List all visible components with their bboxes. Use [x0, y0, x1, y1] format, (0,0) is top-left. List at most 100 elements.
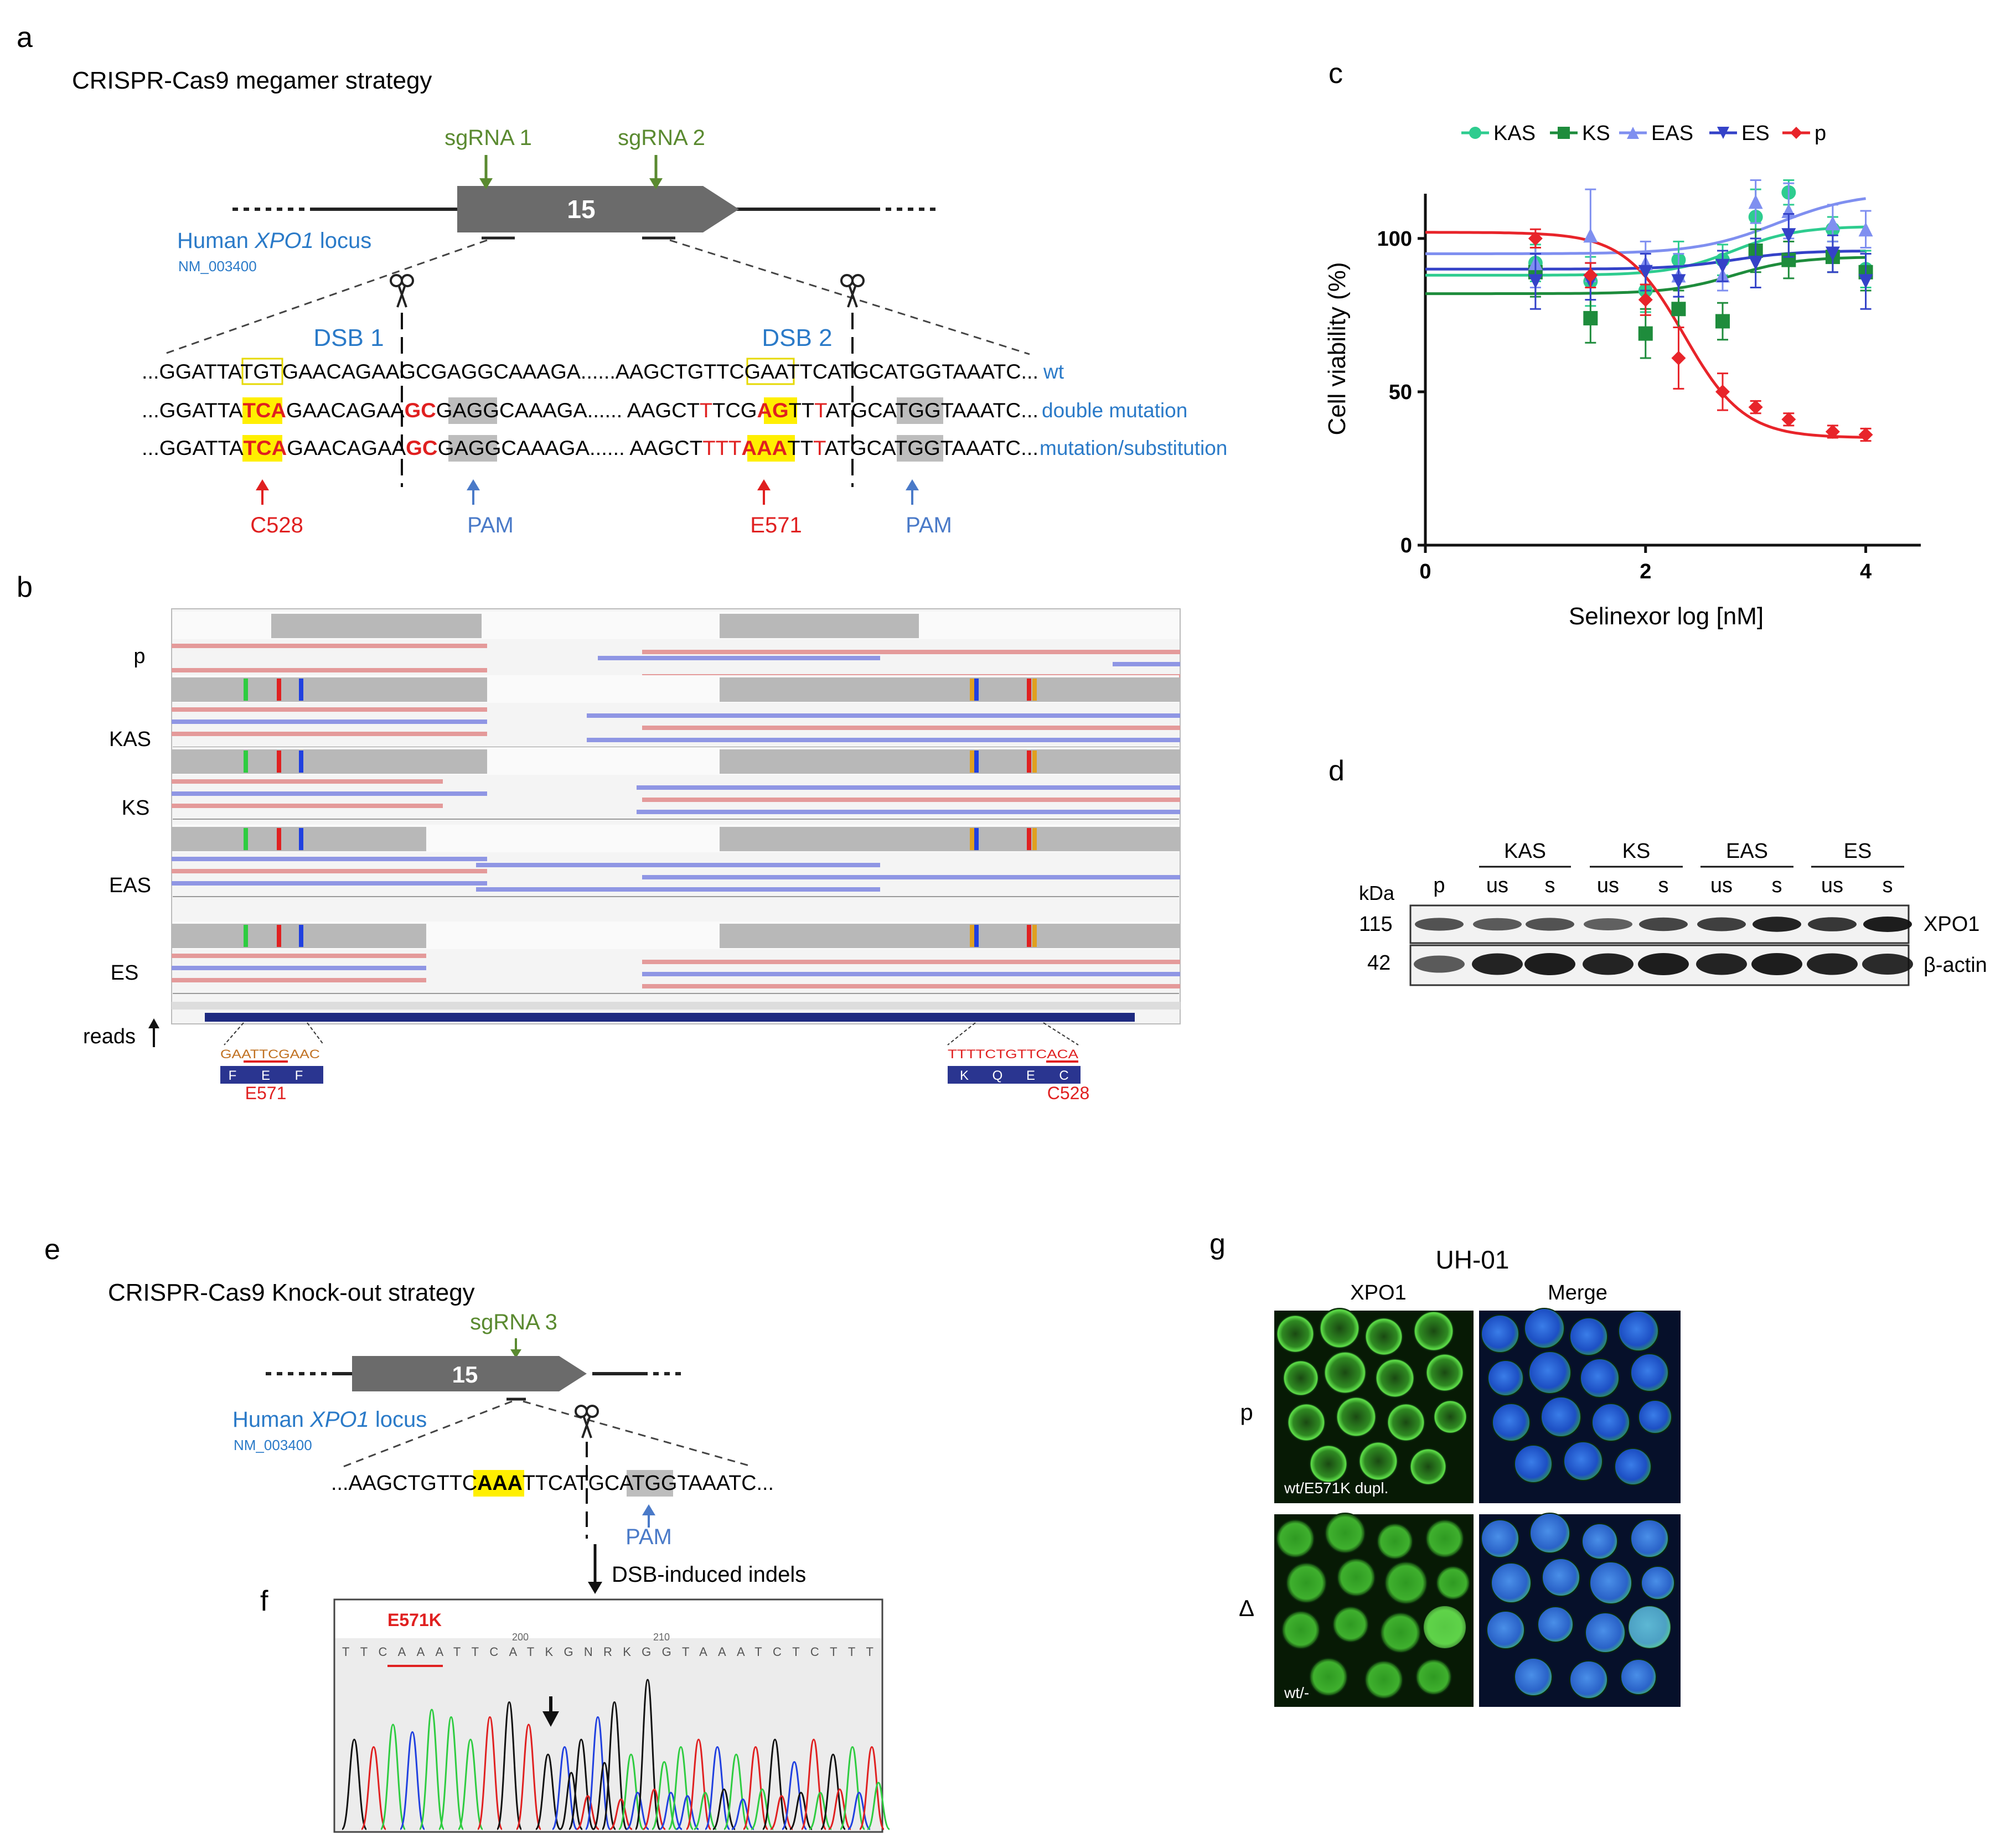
- legend-marker-ES: [1717, 127, 1729, 139]
- cell-xpo1-p: [1287, 1403, 1326, 1442]
- cell-xpo1-p: [1283, 1360, 1319, 1396]
- panel-g: UH-01 XPO1 Merge p Δ wt/E571K dupl. wt/-: [1239, 1245, 1681, 1707]
- up-arrow-icon: [757, 479, 771, 490]
- data-point-p: [1583, 268, 1598, 283]
- band-label-xpo1: XPO1: [1924, 913, 1979, 936]
- lane-label: us: [1597, 874, 1619, 897]
- row-label-double: double mutation: [1042, 399, 1187, 422]
- cell-merge-p: [1528, 1351, 1572, 1394]
- mutation-highlight: [242, 435, 282, 462]
- trace-peak: [457, 1738, 484, 1830]
- read-bar: [642, 984, 1180, 988]
- panel-b: p KAS KS EAS ES reads GAATTCGAAC F E F E…: [83, 608, 1181, 1103]
- group-label: ES: [1844, 840, 1872, 863]
- right-aa-2: Q: [993, 1068, 1003, 1083]
- data-point-p: [1781, 412, 1796, 427]
- variant-mark: [974, 679, 979, 701]
- base-calls: TTCAAATTCATKGNRKGGTAAATCTCTTT: [342, 1645, 873, 1659]
- cell-xpo1-p: [1324, 1351, 1367, 1394]
- data-point-KS: [1583, 310, 1598, 325]
- dsb2-label: DSB 2: [762, 324, 832, 351]
- cell-xpo1-delta: [1309, 1658, 1348, 1696]
- group-label: EAS: [1726, 840, 1768, 863]
- pam-label: PAM: [467, 513, 514, 537]
- panel-letter-d: d: [1329, 755, 1345, 787]
- exon-15-box-e: [352, 1356, 587, 1391]
- panel-e-title: CRISPR-Cas9 Knock-out strategy: [108, 1279, 475, 1306]
- trace-peak-secondary: [770, 1795, 793, 1830]
- read-bar: [587, 713, 1180, 718]
- cell-xpo1-p: [1409, 1448, 1447, 1485]
- sequence-row-wt: ...GGATTATGTGAACAGAA GCGAGGCAAAGA......AA…: [142, 360, 1038, 383]
- lane-label: us: [1821, 874, 1843, 897]
- down-arrow-icon: [588, 1582, 602, 1594]
- cell-merge-p: [1569, 1317, 1608, 1356]
- data-point-ES: [1671, 274, 1686, 289]
- left-aa-3: F: [295, 1068, 303, 1083]
- variant-mark: [970, 828, 974, 850]
- trace-peak-secondary: [847, 1792, 871, 1830]
- cell-xpo1-delta: [1332, 1606, 1369, 1643]
- cell-merge-p: [1541, 1396, 1581, 1437]
- variant-mark: [277, 925, 281, 947]
- cell-merge-p: [1524, 1308, 1565, 1349]
- col-label-xpo1: XPO1: [1350, 1281, 1406, 1305]
- locus-label: Human XPO1 locus: [177, 229, 371, 253]
- cell-xpo1-delta: [1364, 1660, 1403, 1699]
- cell-merge-p: [1492, 1403, 1531, 1442]
- legend-label-KAS: KAS: [1493, 122, 1536, 145]
- cell-xpo1-p: [1319, 1308, 1360, 1349]
- trace-peak: [585, 1716, 611, 1830]
- coverage-bar: [720, 924, 1180, 948]
- trace-peak-secondary: [789, 1792, 813, 1830]
- read-bar: [476, 863, 880, 867]
- trace-peak: [341, 1738, 368, 1830]
- up-arrow-icon: [148, 1018, 159, 1028]
- trace-peak: [800, 1738, 827, 1830]
- trace-peak: [651, 1761, 678, 1830]
- panel-e: CRISPR-Cas9 Knock-out strategy sgRNA 3 1…: [108, 1279, 806, 1594]
- coverage-bar: [172, 749, 487, 774]
- read-bar: [598, 656, 880, 660]
- variant-mark: [244, 679, 248, 701]
- read-bar: [172, 732, 487, 736]
- legend-label-ES: ES: [1741, 122, 1770, 145]
- pam-highlight: [897, 435, 943, 462]
- chart-ylabel: Cell viability (%): [1324, 262, 1351, 436]
- data-point-ES: [1858, 274, 1873, 289]
- cell-merge-delta: [1481, 1519, 1519, 1558]
- cell-xpo1-p: [1364, 1317, 1403, 1356]
- marker-42: 42: [1367, 951, 1390, 975]
- read-bar: [172, 791, 487, 796]
- actin-band: [1524, 953, 1575, 975]
- trace-peak-secondary: [809, 1792, 832, 1830]
- variant-mark: [1032, 679, 1037, 701]
- trace-peak: [820, 1753, 846, 1830]
- data-point-EAS: [1858, 222, 1873, 237]
- cell-merge-delta: [1630, 1519, 1669, 1558]
- cell-xpo1-p: [1387, 1403, 1425, 1442]
- cell-merge-delta: [1514, 1658, 1553, 1696]
- legend-marker-p: [1790, 127, 1802, 139]
- read-bar: [172, 857, 487, 861]
- variant-mark: [974, 750, 979, 773]
- x-tick-label: 0: [1419, 560, 1431, 583]
- cell-merge-delta: [1486, 1611, 1525, 1649]
- y-tick-label: 50: [1389, 381, 1412, 404]
- variant-mark: [277, 828, 281, 850]
- trace-peak: [723, 1753, 749, 1830]
- sgrna2-arrow-icon: [649, 178, 663, 189]
- coverage-bar: [271, 614, 482, 638]
- variant-mark: [244, 828, 248, 850]
- xpo1-band: [1863, 917, 1912, 932]
- up-arrow-icon: [467, 479, 480, 490]
- variant-mark: [1032, 925, 1037, 947]
- codon-box: [746, 358, 795, 385]
- cell-merge-p: [1591, 1403, 1630, 1442]
- trace-peak-secondary: [609, 1798, 633, 1830]
- data-point-KS: [1638, 326, 1653, 341]
- exon-15-box: [457, 186, 739, 232]
- xpo1-band: [1473, 918, 1522, 931]
- exon-label-e: 15: [452, 1362, 478, 1388]
